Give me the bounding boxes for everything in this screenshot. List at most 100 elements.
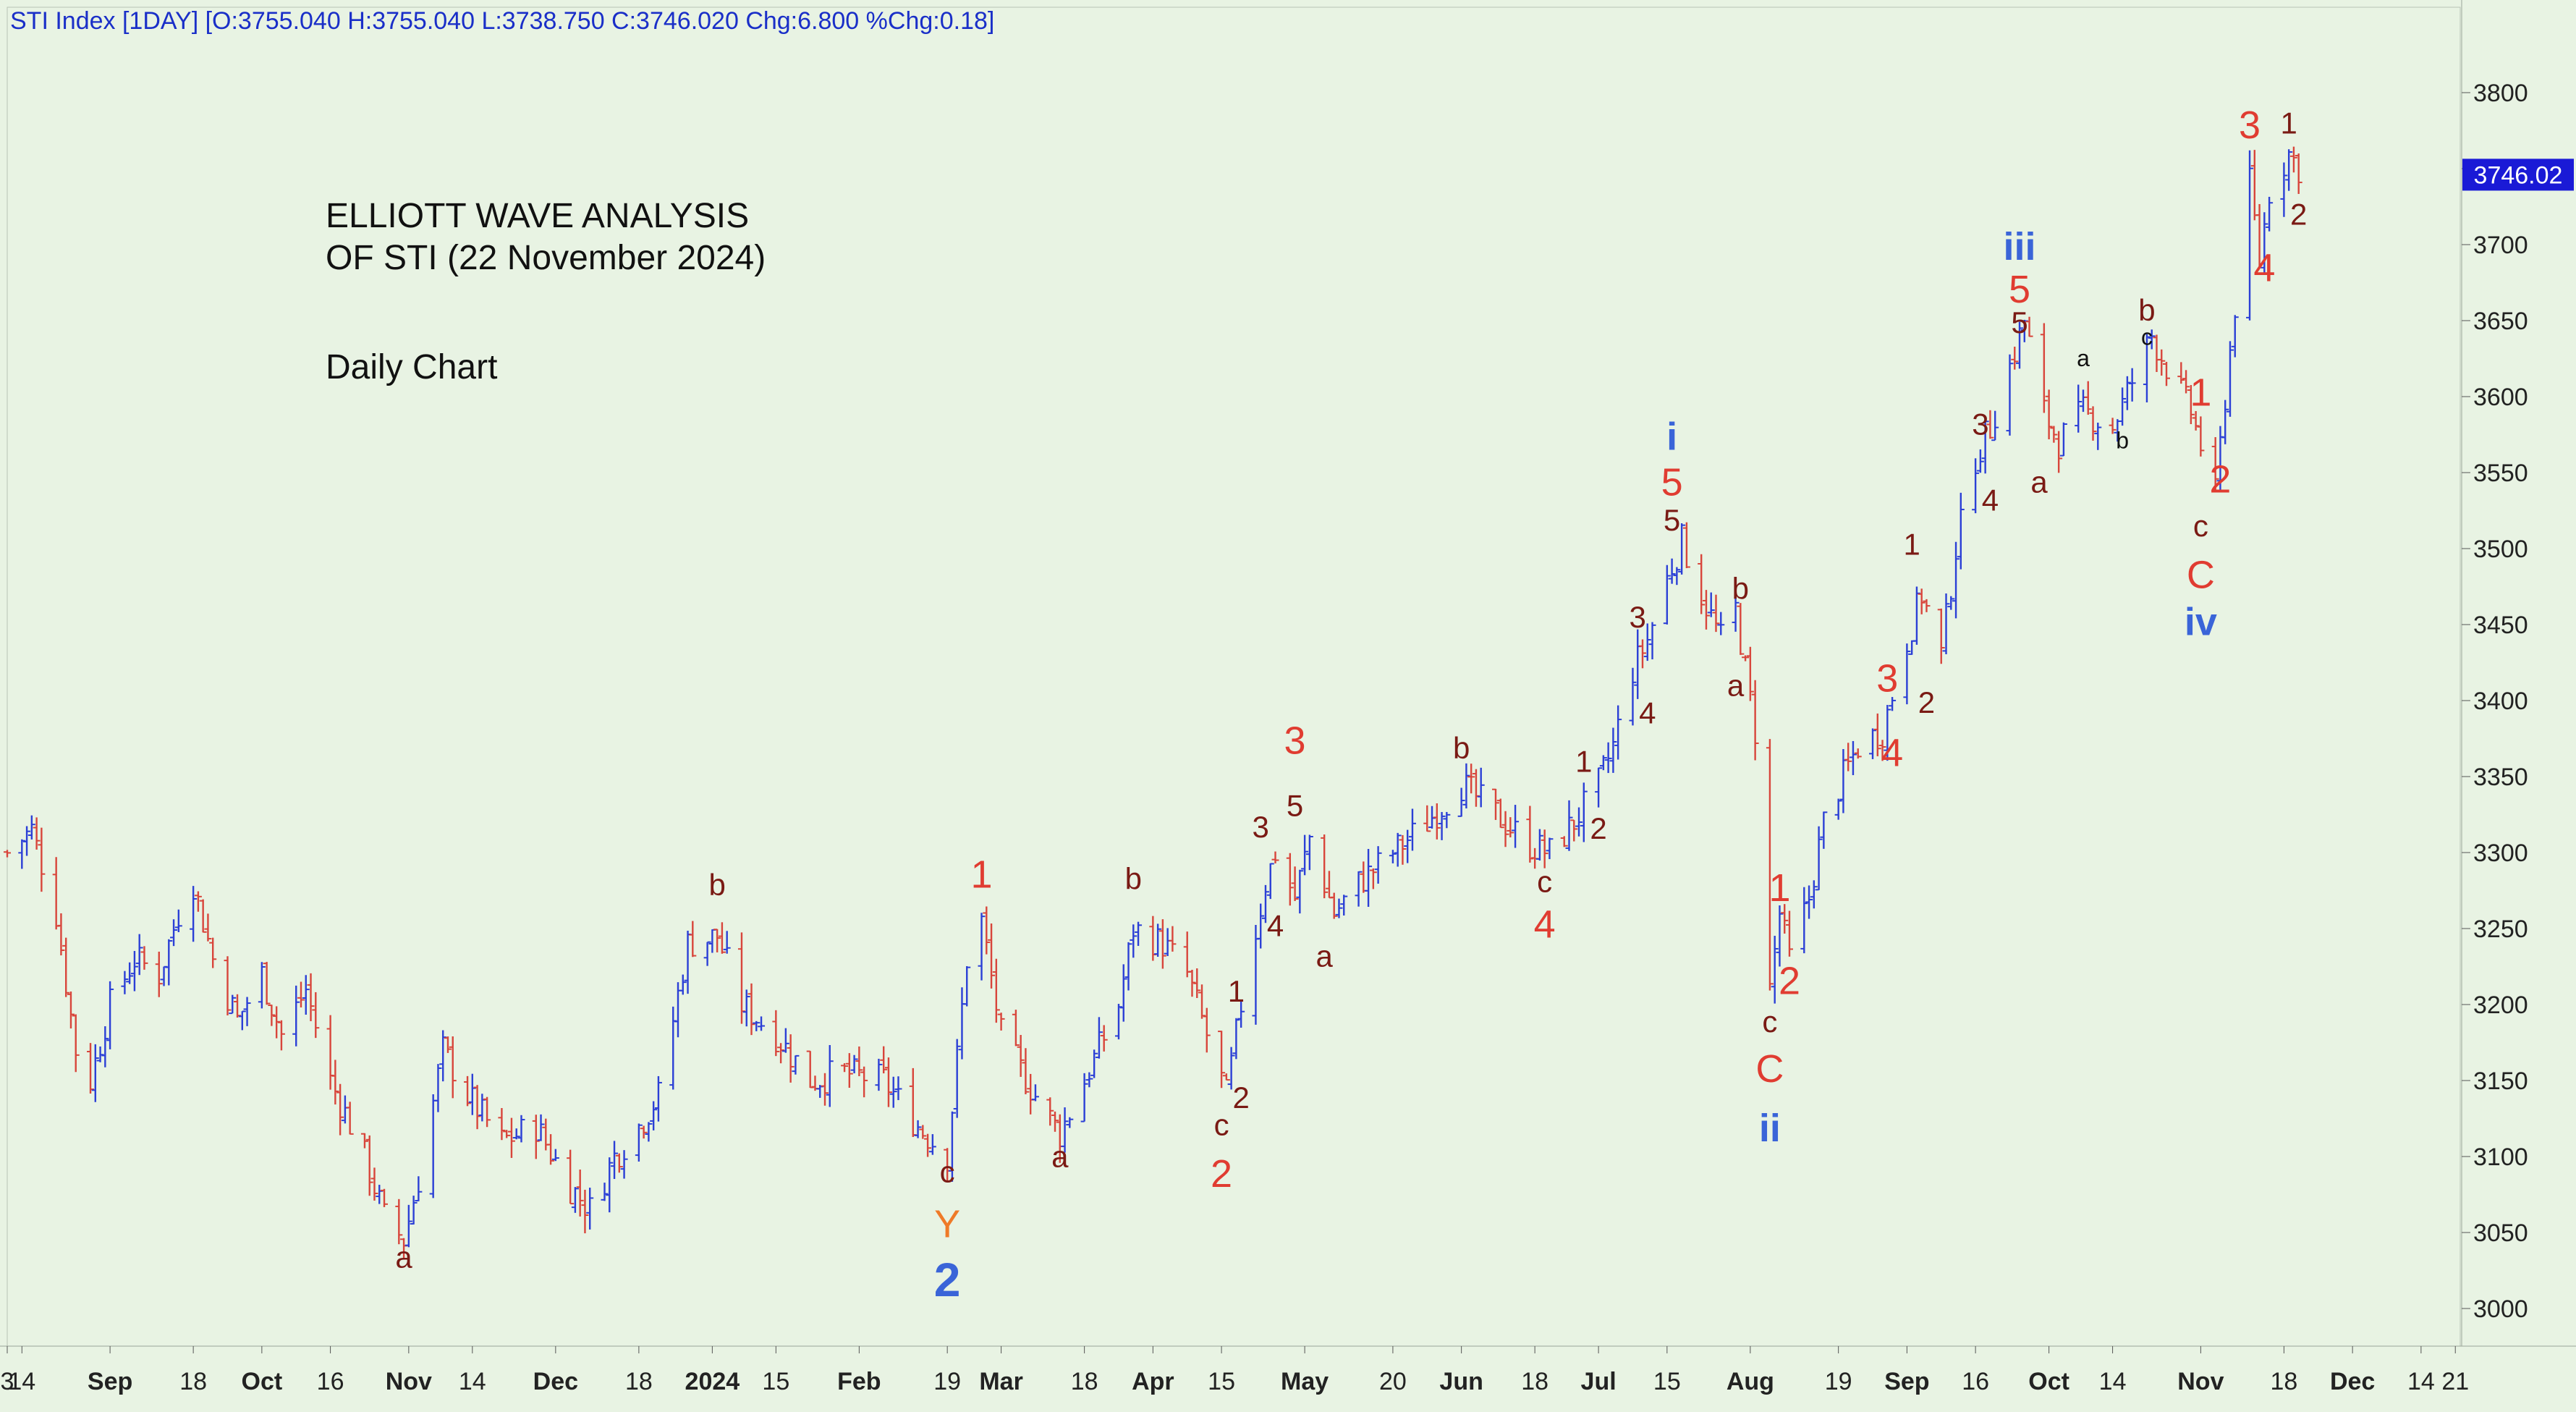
wave-label: a	[1727, 669, 1745, 703]
analysis-title-line1: ELLIOTT WAVE ANALYSIS	[326, 197, 750, 235]
wave-label: 5	[1287, 789, 1303, 823]
wave-label: 2	[1918, 685, 1935, 719]
wave-label: c	[940, 1155, 955, 1189]
x-tick-label: 15	[1653, 1368, 1681, 1395]
wave-label: 3	[1253, 810, 1269, 844]
x-tick-label: 19	[1825, 1368, 1852, 1395]
wave-label: 5	[2009, 268, 2030, 311]
wave-label: 5	[2011, 305, 2028, 339]
wave-label: 2	[1232, 1081, 1249, 1115]
wave-label: 2	[1779, 959, 1800, 1002]
wave-label: 1	[1903, 527, 1920, 561]
y-tick-label: 3050	[2473, 1219, 2528, 1247]
wave-label: i	[1666, 415, 1677, 459]
y-tick-label: 3250	[2473, 916, 2528, 943]
last-price-tag	[2462, 158, 2574, 191]
wave-label: c	[2193, 509, 2208, 543]
x-tick-label: Oct	[2028, 1368, 2069, 1395]
chart-header-ohlc: STI Index [1DAY] [O:3755.040 H:3755.040 …	[10, 7, 995, 35]
wave-label: 1	[1228, 974, 1245, 1008]
x-tick-label: 18	[625, 1368, 653, 1395]
x-tick-label: 3	[1, 1368, 14, 1395]
x-tick-label: Nov	[386, 1368, 432, 1395]
wave-label: 2	[2209, 457, 2231, 501]
y-tick-label: 3400	[2473, 688, 2528, 715]
y-tick-label: 3500	[2473, 536, 2528, 563]
x-tick-label: Dec	[533, 1368, 578, 1395]
wave-label: 2	[934, 1253, 961, 1306]
y-tick-label: 3650	[2473, 308, 2528, 335]
wave-label: a	[1051, 1140, 1069, 1174]
wave-label: 2	[1211, 1152, 1232, 1196]
y-tick-label: 3350	[2473, 764, 2528, 791]
analysis-title: ELLIOTT WAVE ANALYSIS OF STI (22 Novembe…	[326, 195, 766, 279]
x-tick-label: 18	[179, 1368, 207, 1395]
wave-label: 3	[1630, 600, 1646, 634]
x-tick-label: 2024	[685, 1368, 740, 1395]
y-tick-label: 3200	[2473, 992, 2528, 1019]
x-tick-label: Jul	[1581, 1368, 1617, 1395]
wave-label: 5	[1664, 503, 1680, 537]
wave-label: 3	[1972, 407, 1988, 441]
wave-label: c	[2141, 324, 2153, 350]
x-tick-label: Nov	[2177, 1368, 2224, 1395]
wave-label: a	[2077, 345, 2090, 371]
wave-label: 4	[1881, 731, 1903, 774]
wave-label: a	[1316, 939, 1334, 973]
wave-label: 4	[1267, 909, 1284, 943]
x-tick-label: 21	[2441, 1368, 2469, 1395]
wave-label: 3	[1284, 719, 1306, 763]
wave-label: 4	[1639, 696, 1656, 730]
wave-label: 1	[971, 853, 993, 896]
y-tick-label: 3100	[2473, 1143, 2528, 1171]
wave-label: 4	[1534, 903, 1556, 947]
wave-label: c	[1762, 1005, 1777, 1039]
x-tick-label: 14	[8, 1368, 35, 1395]
wave-label: 4	[1982, 483, 1999, 517]
last-price-label: 3746.02	[2474, 161, 2563, 189]
x-tick-label: Dec	[2330, 1368, 2375, 1395]
x-tick-label: Mar	[979, 1368, 1022, 1395]
wave-label: 2	[1590, 811, 1606, 845]
x-tick-label: 20	[1379, 1368, 1407, 1395]
x-tick-label: Feb	[837, 1368, 881, 1395]
x-tick-label: Jun	[1439, 1368, 1483, 1395]
x-tick-label: 16	[1962, 1368, 1989, 1395]
wave-label: c	[1214, 1108, 1229, 1142]
x-tick-label: 18	[1521, 1368, 1548, 1395]
x-tick-label: 18	[1071, 1368, 1098, 1395]
wave-label: 5	[1661, 461, 1683, 504]
x-tick-label: 14	[459, 1368, 486, 1395]
x-tick-label: 14	[2099, 1368, 2127, 1395]
x-tick-label: 16	[317, 1368, 344, 1395]
wave-label: a	[395, 1240, 412, 1274]
wave-label: C	[1755, 1047, 1784, 1091]
wave-label: C	[2187, 554, 2215, 597]
wave-label: 1	[1768, 866, 1790, 910]
wave-label: b	[1732, 571, 1749, 605]
y-tick-label: 3300	[2473, 840, 2528, 867]
x-tick-label: Oct	[242, 1368, 283, 1395]
wave-label: a	[2030, 465, 2048, 499]
wave-label: iii	[2004, 225, 2036, 269]
x-tick-label: Apr	[1132, 1368, 1174, 1395]
x-tick-label: 15	[762, 1368, 789, 1395]
wave-label: 2	[2290, 198, 2307, 232]
y-tick-label: 3800	[2473, 80, 2528, 107]
chart-subtitle: Daily Chart	[326, 348, 498, 386]
x-tick-label: Aug	[1726, 1368, 1774, 1395]
wave-label: 1	[1575, 745, 1592, 779]
y-tick-label: 3700	[2473, 232, 2528, 259]
y-tick-label: 3550	[2473, 460, 2528, 487]
y-axis-panel	[2462, 0, 2576, 1408]
wave-label: 4	[2253, 246, 2275, 289]
x-tick-label: May	[1281, 1368, 1329, 1395]
x-tick-label: 18	[2270, 1368, 2297, 1395]
x-tick-label: Sep	[88, 1368, 132, 1395]
wave-label: b	[2116, 427, 2129, 453]
x-tick-label: 19	[933, 1368, 961, 1395]
wave-label: c	[1537, 865, 1552, 899]
